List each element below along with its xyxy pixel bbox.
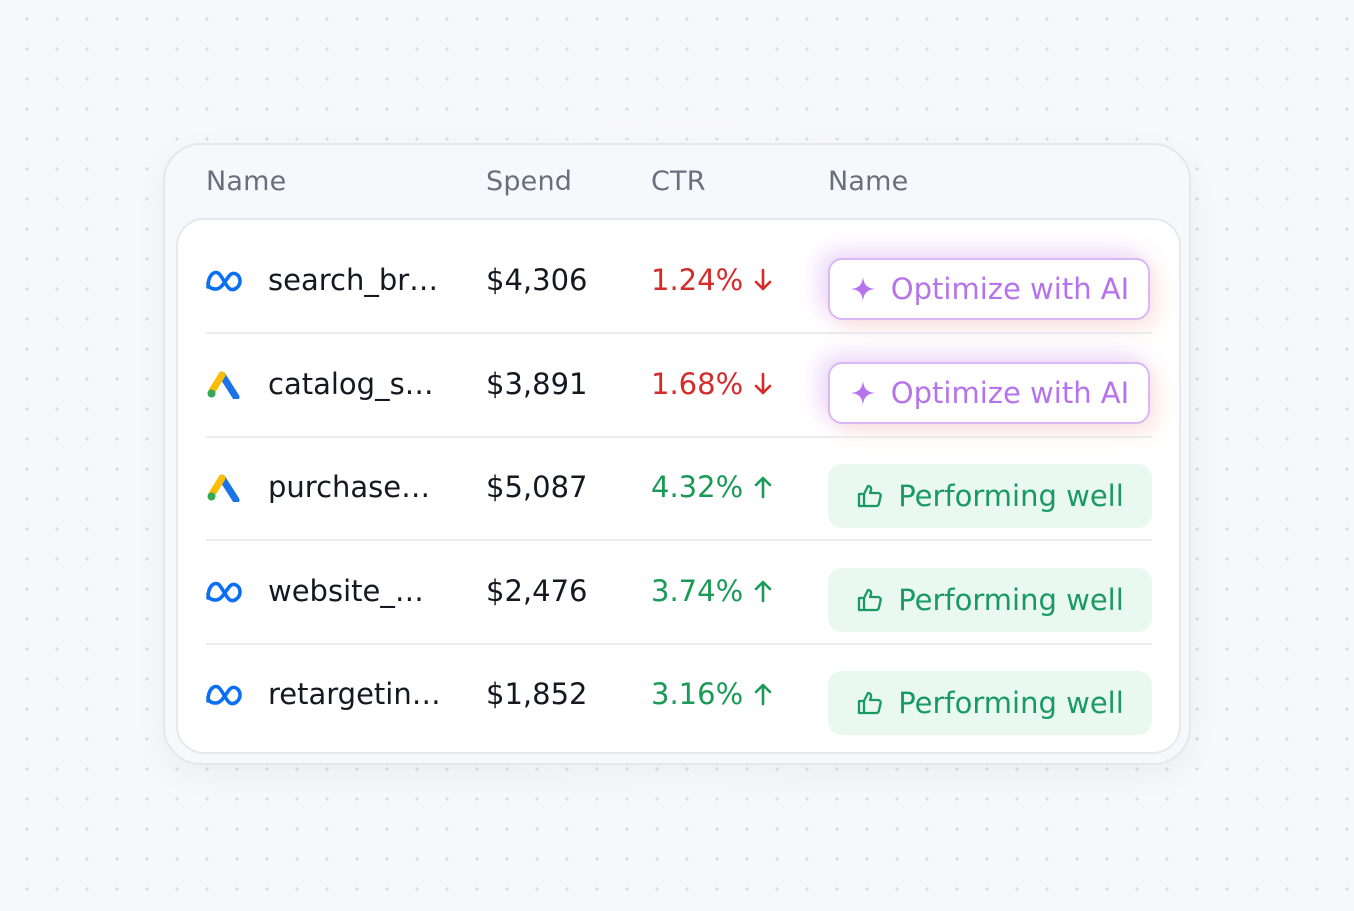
ctr-value: 4.32% (651, 470, 773, 504)
campaign-name: website_… (268, 574, 424, 608)
column-header-spend[interactable]: Spend (486, 166, 573, 197)
campaign-name: purchase… (268, 470, 431, 504)
arrow-down-icon (754, 268, 772, 291)
ctr-value: 3.74% (651, 574, 773, 608)
sparkle-icon (850, 381, 875, 405)
badge-label: Performing well (898, 686, 1124, 720)
performing-well-badge[interactable]: Performing well (828, 671, 1152, 735)
row-divider (206, 643, 1152, 645)
ctr-text: 4.32% (651, 470, 744, 504)
ctr-text: 1.68% (651, 367, 744, 401)
ctr-text: 3.16% (651, 677, 744, 711)
optimize-with-ai-button[interactable]: Optimize with AI (828, 258, 1150, 320)
spend-value: $5,087 (486, 470, 588, 504)
table-row[interactable]: retargetin… $1,852 3.16% Performing well (178, 644, 1179, 747)
table-row[interactable]: search_br… $4,306 1.24% Optimize with AI (178, 230, 1179, 333)
ctr-text: 3.74% (651, 574, 744, 608)
button-label: Optimize with AI (890, 376, 1130, 410)
badge-label: Performing well (898, 583, 1124, 617)
table-row[interactable]: purchase… $5,087 4.32% Performing well (178, 437, 1179, 540)
arrow-up-icon (754, 580, 772, 603)
thumbs-up-icon (858, 588, 883, 612)
campaign-table-card: Name Spend CTR Name search_br… $4,306 1.… (163, 143, 1191, 765)
performing-well-badge[interactable]: Performing well (828, 568, 1152, 632)
campaign-name: search_br… (268, 263, 439, 297)
thumbs-up-icon (858, 484, 883, 508)
spend-value: $1,852 (486, 677, 588, 711)
google-ads-icon (207, 474, 240, 502)
performing-well-badge[interactable]: Performing well (828, 464, 1152, 528)
arrow-up-icon (754, 683, 772, 706)
table-row[interactable]: website_… $2,476 3.74% Performing well (178, 541, 1179, 644)
spend-value: $2,476 (486, 574, 588, 608)
arrow-up-icon (754, 476, 772, 499)
row-divider (206, 539, 1152, 541)
row-divider (206, 332, 1152, 334)
ctr-value: 1.68% (651, 367, 773, 401)
ctr-value: 3.16% (651, 677, 773, 711)
badge-label: Performing well (898, 479, 1124, 513)
thumbs-up-icon (858, 691, 883, 715)
meta-icon (206, 684, 242, 706)
ctr-text: 1.24% (651, 263, 744, 297)
column-header-ctr[interactable]: CTR (651, 166, 706, 197)
campaign-name: catalog_s… (268, 367, 434, 401)
button-label: Optimize with AI (890, 272, 1130, 306)
google-ads-icon (207, 371, 240, 399)
column-header-status[interactable]: Name (828, 166, 909, 197)
campaign-name: retargetin… (268, 677, 441, 711)
optimize-with-ai-button[interactable]: Optimize with AI (828, 362, 1150, 424)
spend-value: $4,306 (486, 263, 588, 297)
sparkle-icon (850, 277, 875, 301)
row-divider (206, 436, 1152, 438)
ctr-value: 1.24% (651, 263, 773, 297)
meta-icon (206, 270, 242, 292)
meta-icon (206, 581, 242, 603)
table-header: Name Spend CTR Name (165, 145, 1189, 219)
arrow-down-icon (754, 372, 772, 395)
spend-value: $3,891 (486, 367, 588, 401)
table-row[interactable]: catalog_s… $3,891 1.68% Optimize with AI (178, 334, 1179, 437)
table-body: search_br… $4,306 1.24% Optimize with AI… (176, 218, 1181, 754)
column-header-name[interactable]: Name (206, 166, 287, 197)
